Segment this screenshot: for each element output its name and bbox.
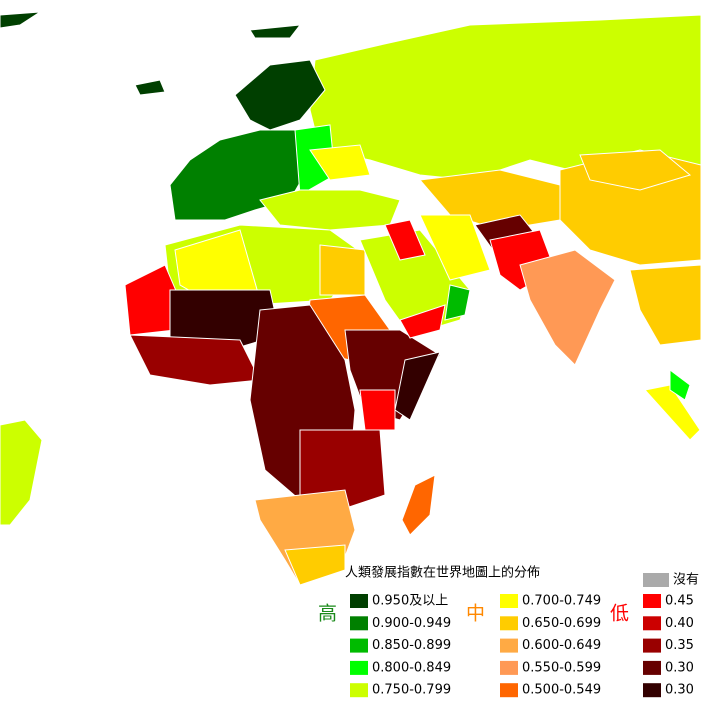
legend-swatch [643, 638, 661, 653]
legend-swatch [500, 638, 518, 653]
egypt [319, 244, 366, 296]
legend-swatch [500, 683, 518, 698]
india [519, 249, 616, 366]
legend-label: 0.650-0.699 [522, 616, 601, 631]
balkans-turkey [259, 189, 401, 231]
mongolia [579, 149, 692, 191]
map-shapes [0, 11, 701, 586]
scandinavia [234, 59, 326, 131]
iceland [134, 79, 166, 96]
greenland [0, 11, 41, 29]
legend-swatch [643, 594, 661, 608]
legend-label: 0.45 [665, 594, 694, 609]
legend-swatch [643, 573, 669, 587]
legend-swatch [643, 616, 661, 631]
legend-swatch [643, 660, 661, 675]
legend-label: 0.900-0.949 [372, 616, 451, 631]
south-america [0, 419, 43, 526]
east-africa [299, 429, 386, 511]
legend-label: 0.35 [665, 638, 694, 653]
legend-swatch [350, 683, 368, 698]
iraq [384, 219, 426, 261]
ukraine [309, 144, 371, 181]
legend-title: 人類發展指數在世界地圖上的分佈 [345, 565, 540, 581]
legend-swatch [350, 594, 368, 608]
legend-label: 0.550-0.599 [522, 660, 601, 675]
group-label: 低 [610, 603, 629, 625]
legend-label: 沒有 [673, 573, 699, 588]
legend-swatch [500, 616, 518, 631]
west-africa [129, 334, 261, 386]
legend-swatch [350, 660, 368, 675]
svalbard [249, 24, 302, 39]
oman [444, 284, 471, 321]
legend-label: 0.950及以上 [372, 594, 448, 609]
southeast-asia [629, 264, 701, 346]
legend-label: 0.750-0.799 [372, 683, 451, 698]
malaysia [669, 369, 691, 401]
kenya [359, 389, 396, 431]
legend-label: 0.700-0.749 [522, 594, 601, 609]
yemen [399, 304, 446, 339]
somalia [394, 351, 441, 421]
legend-label: 0.30 [665, 660, 694, 675]
legend-swatch [643, 683, 661, 698]
legend-label: 0.30 [665, 683, 694, 698]
indonesia [644, 384, 701, 441]
legend: 高 0.950及以上 0.900-0.949 0.850-0.899 0.800-0.8… [318, 573, 699, 698]
legend-swatch [500, 660, 518, 675]
legend-label: 0.800-0.849 [372, 660, 451, 675]
iran [419, 214, 491, 281]
legend-label: 0.40 [665, 616, 694, 631]
legend-label: 0.850-0.899 [372, 638, 451, 653]
legend-label: 0.600-0.649 [522, 638, 601, 653]
legend-swatch [350, 638, 368, 653]
group-label: 高 [318, 603, 337, 625]
south-africa [284, 544, 346, 586]
legend-swatch [350, 616, 368, 631]
madagascar [401, 474, 436, 536]
legend-label: 0.500-0.549 [522, 683, 601, 698]
group-label: 中 [466, 603, 485, 625]
legend-swatch [500, 594, 518, 608]
